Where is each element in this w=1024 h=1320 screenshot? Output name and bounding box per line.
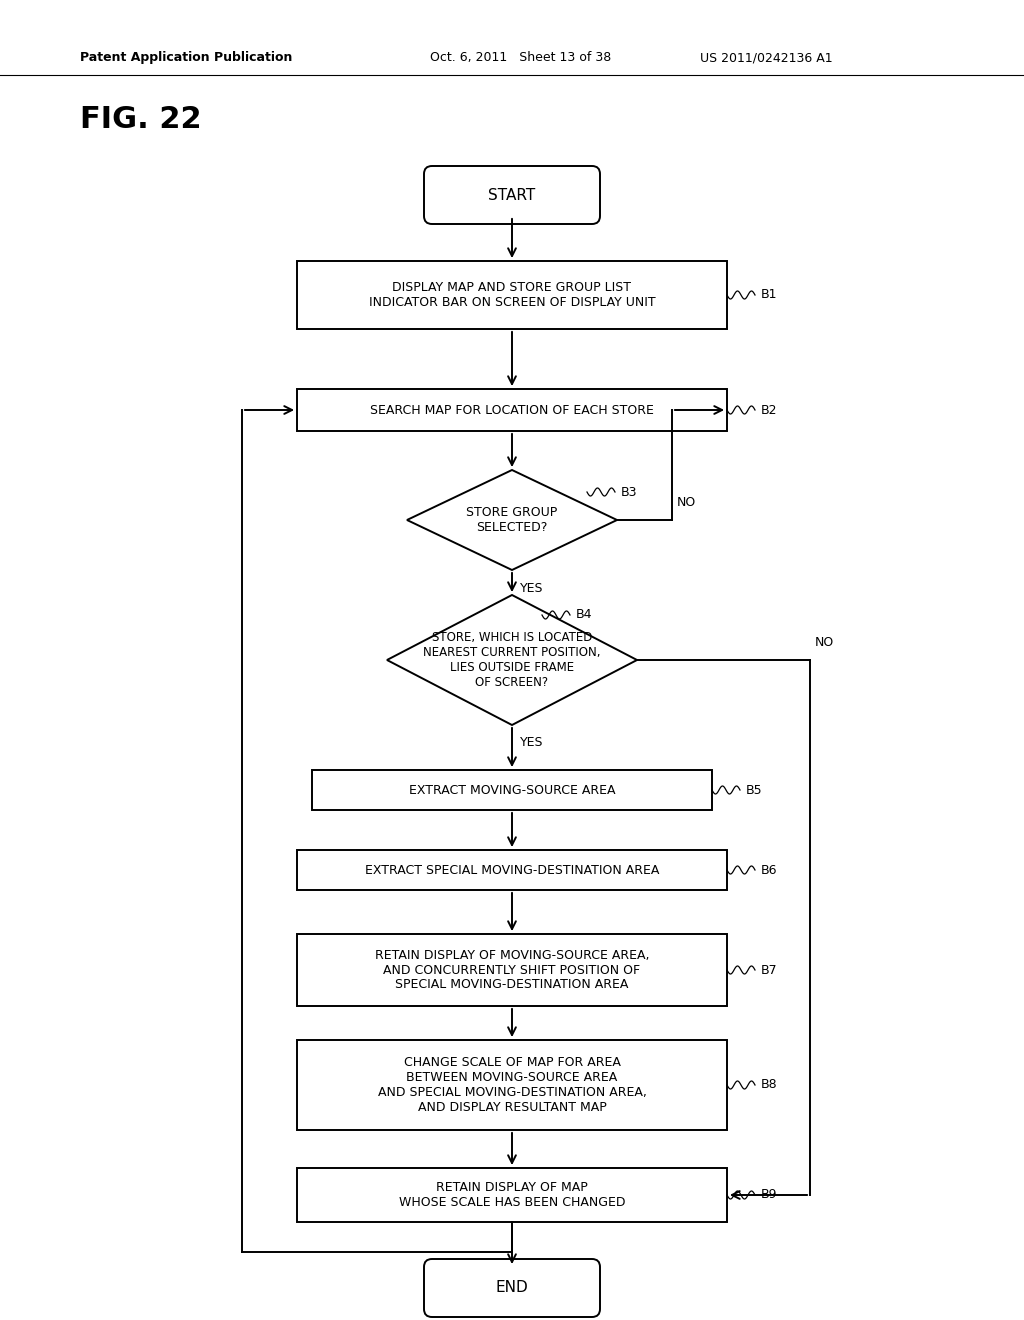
Text: B1: B1 <box>761 289 777 301</box>
FancyBboxPatch shape <box>424 1259 600 1317</box>
Bar <box>297 389 727 432</box>
Text: NO: NO <box>677 495 696 508</box>
FancyBboxPatch shape <box>424 166 600 224</box>
Bar <box>297 1040 727 1130</box>
Bar <box>297 850 727 890</box>
Text: END: END <box>496 1280 528 1295</box>
Bar <box>297 935 727 1006</box>
Text: NO: NO <box>815 635 835 648</box>
Text: RETAIN DISPLAY OF MAP
WHOSE SCALE HAS BEEN CHANGED: RETAIN DISPLAY OF MAP WHOSE SCALE HAS BE… <box>398 1181 626 1209</box>
Text: B9: B9 <box>761 1188 777 1201</box>
Bar <box>312 770 712 810</box>
Text: US 2011/0242136 A1: US 2011/0242136 A1 <box>700 51 833 65</box>
Text: SEARCH MAP FOR LOCATION OF EACH STORE: SEARCH MAP FOR LOCATION OF EACH STORE <box>370 404 654 417</box>
Text: Oct. 6, 2011   Sheet 13 of 38: Oct. 6, 2011 Sheet 13 of 38 <box>430 51 611 65</box>
Polygon shape <box>387 595 637 725</box>
Text: DISPLAY MAP AND STORE GROUP LIST
INDICATOR BAR ON SCREEN OF DISPLAY UNIT: DISPLAY MAP AND STORE GROUP LIST INDICAT… <box>369 281 655 309</box>
Text: B8: B8 <box>761 1078 777 1092</box>
Bar <box>297 261 727 329</box>
Text: YES: YES <box>520 582 544 594</box>
Text: STORE GROUP
SELECTED?: STORE GROUP SELECTED? <box>466 506 558 535</box>
Text: CHANGE SCALE OF MAP FOR AREA
BETWEEN MOVING-SOURCE AREA
AND SPECIAL MOVING-DESTI: CHANGE SCALE OF MAP FOR AREA BETWEEN MOV… <box>378 1056 646 1114</box>
Bar <box>297 1168 727 1222</box>
Text: EXTRACT MOVING-SOURCE AREA: EXTRACT MOVING-SOURCE AREA <box>409 784 615 796</box>
Text: YES: YES <box>520 737 544 750</box>
Text: B6: B6 <box>761 863 777 876</box>
Polygon shape <box>407 470 617 570</box>
Text: FIG. 22: FIG. 22 <box>80 106 202 135</box>
Text: B2: B2 <box>761 404 777 417</box>
Text: Patent Application Publication: Patent Application Publication <box>80 51 293 65</box>
Text: RETAIN DISPLAY OF MOVING-SOURCE AREA,
AND CONCURRENTLY SHIFT POSITION OF
SPECIAL: RETAIN DISPLAY OF MOVING-SOURCE AREA, AN… <box>375 949 649 991</box>
Text: STORE, WHICH IS LOCATED
NEAREST CURRENT POSITION,
LIES OUTSIDE FRAME
OF SCREEN?: STORE, WHICH IS LOCATED NEAREST CURRENT … <box>423 631 601 689</box>
Text: START: START <box>488 187 536 202</box>
Text: B3: B3 <box>621 486 638 499</box>
Text: B5: B5 <box>746 784 763 796</box>
Text: B7: B7 <box>761 964 777 977</box>
Text: EXTRACT SPECIAL MOVING-DESTINATION AREA: EXTRACT SPECIAL MOVING-DESTINATION AREA <box>365 863 659 876</box>
Text: B4: B4 <box>575 609 593 622</box>
